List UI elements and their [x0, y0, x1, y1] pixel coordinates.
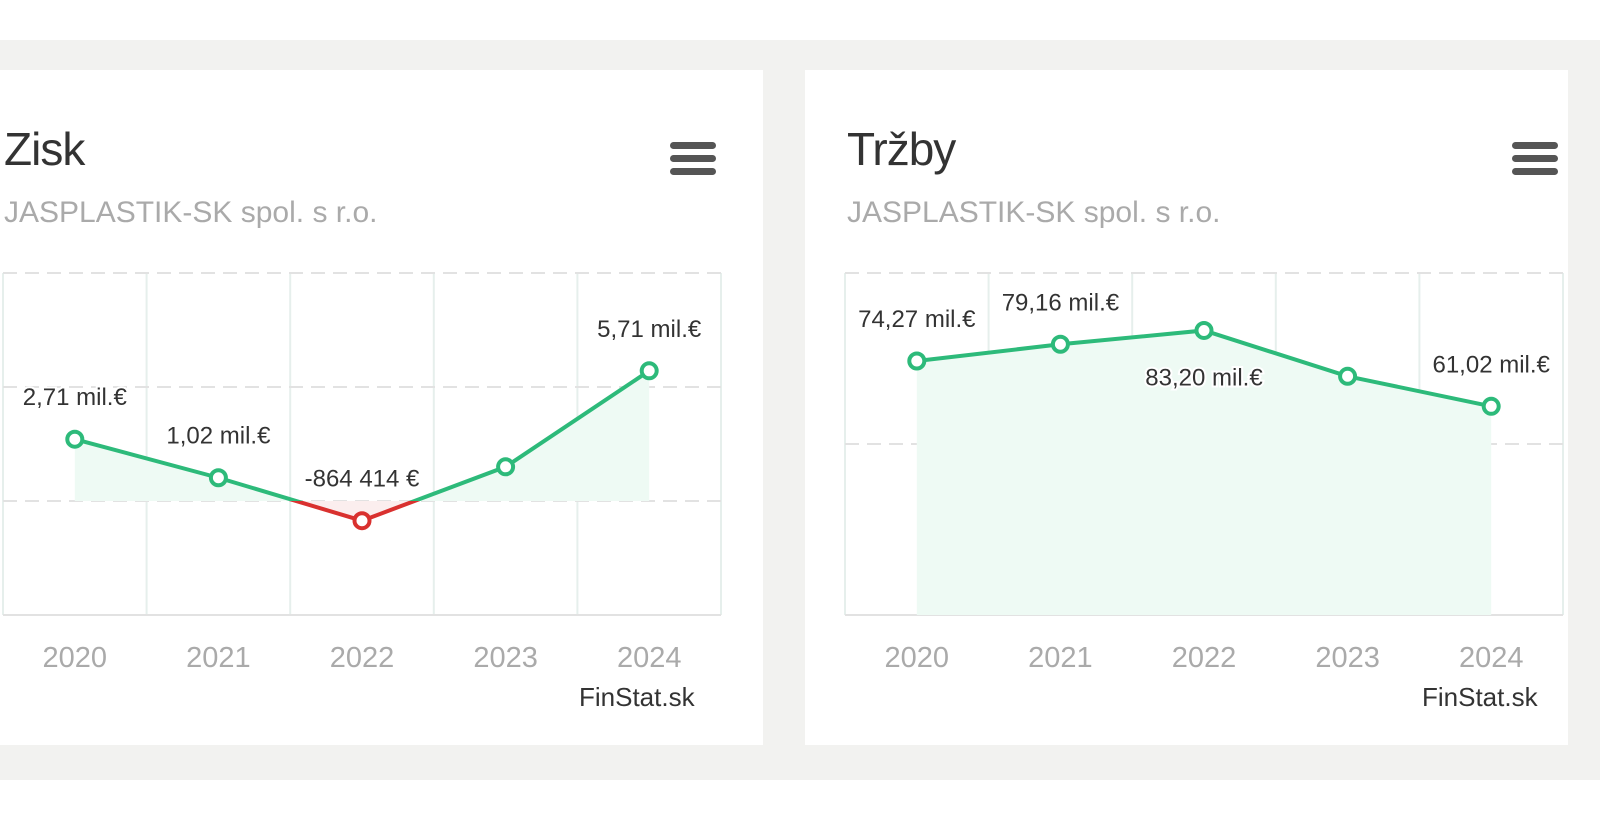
data-label: 1,02 mil.€	[166, 423, 271, 450]
x-tick-label: 2024	[617, 642, 682, 674]
chart-subtitle: JASPLASTIK-SK spol. s r.o.	[847, 196, 1221, 229]
x-tick-label: 2022	[1172, 642, 1237, 674]
series-line	[74, 369, 651, 501]
area-fill	[916, 330, 1492, 615]
x-tick-label: 2023	[1315, 642, 1380, 674]
data-point	[639, 361, 659, 381]
data-point	[208, 468, 228, 488]
data-label: 5,71 mil.€	[597, 316, 702, 343]
data-point	[907, 351, 927, 371]
x-tick-label: 2021	[186, 642, 251, 674]
profit-chart-card: Zisk JASPLASTIK-SK spol. s r.o. 2,71 mil…	[0, 70, 763, 745]
data-label: -864 414 €	[305, 466, 420, 493]
data-point	[1194, 320, 1214, 340]
area-fill-negative	[74, 501, 650, 521]
data-label: 2,71 mil.€	[23, 384, 128, 411]
x-tick-label: 2020	[885, 642, 950, 674]
hamburger-icon[interactable]	[670, 142, 716, 178]
data-point	[1481, 396, 1501, 416]
credit-link[interactable]: FinStat.sk	[1422, 682, 1538, 712]
revenue-chart: 74,27 mil.€ 2020 79,16 mil.€ 2021 83,20 mil.…	[844, 272, 1564, 674]
chart-title: Tržby	[847, 123, 956, 175]
revenue-chart-card: Tržby JASPLASTIK-SK spol. s r.o. 74,27 m…	[805, 70, 1568, 745]
area-fill	[74, 370, 650, 501]
data-point	[496, 457, 516, 477]
profit-chart: 2,71 mil.€ 2020 1,02 mil.€ 2021 -864 414 € 20…	[2, 272, 722, 674]
x-tick-label: 2024	[1459, 642, 1524, 674]
data-label: 79,16 mil.€	[1002, 289, 1120, 316]
x-tick-label: 2022	[330, 642, 395, 674]
x-tick-label: 2021	[1028, 642, 1093, 674]
x-tick-label: 2020	[43, 642, 108, 674]
hamburger-icon[interactable]	[1512, 142, 1558, 178]
data-point	[65, 429, 85, 449]
data-point	[352, 511, 372, 531]
data-label: 61,02 mil.€	[1432, 351, 1550, 378]
data-label: 83,20 mil.€	[1145, 364, 1263, 391]
data-label: 74,27 mil.€	[858, 306, 976, 333]
chart-title: Zisk	[4, 123, 85, 175]
chart-subtitle: JASPLASTIK-SK spol. s r.o.	[4, 196, 378, 229]
data-point	[1050, 334, 1070, 354]
data-point	[1338, 366, 1358, 386]
x-tick-label: 2023	[473, 642, 538, 674]
credit-link[interactable]: FinStat.sk	[579, 682, 695, 712]
